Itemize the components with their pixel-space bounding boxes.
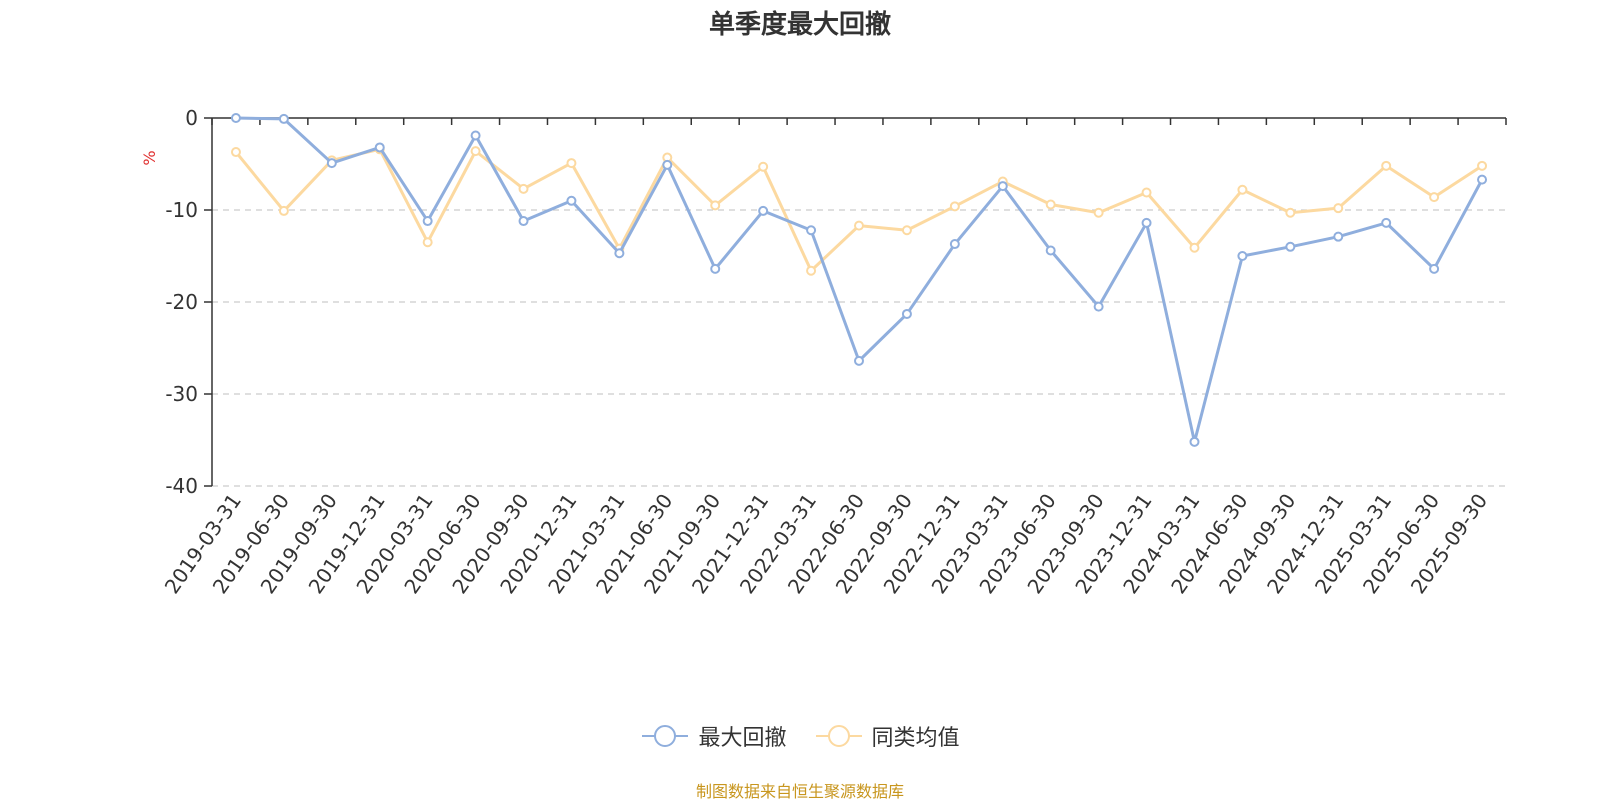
legend-item-max-drawdown[interactable]: 最大回撤 <box>640 720 787 752</box>
data-point <box>806 225 817 236</box>
legend-marker-peer-average <box>815 725 862 747</box>
y-axis-unit-label: % <box>140 150 159 165</box>
data-point <box>1093 301 1104 312</box>
data-point <box>1477 160 1488 171</box>
data-point <box>1045 199 1056 210</box>
data-point <box>1429 263 1440 274</box>
data-point <box>662 159 673 170</box>
legend: 最大回撤 同类均值 <box>0 720 1600 754</box>
data-point <box>1381 217 1392 228</box>
series-max-drawdown <box>230 113 1488 447</box>
series-peer-average <box>230 144 1488 276</box>
data-point <box>1141 217 1152 228</box>
data-point <box>1189 436 1200 447</box>
data-point <box>422 237 433 248</box>
data-point <box>518 183 529 194</box>
data-point <box>470 130 481 141</box>
legend-item-peer-average[interactable]: 同类均值 <box>814 720 960 752</box>
data-point <box>230 113 241 123</box>
data-point <box>1477 174 1488 185</box>
data-point <box>422 216 433 227</box>
data-point <box>566 195 577 206</box>
data-point <box>1429 192 1440 203</box>
data-point <box>374 142 385 153</box>
legend-label-max-drawdown: 最大回撤 <box>698 726 787 751</box>
data-point <box>518 216 529 227</box>
data-point <box>1333 203 1344 214</box>
data-point <box>1285 207 1296 218</box>
data-point <box>901 225 912 236</box>
data-point <box>1333 231 1344 242</box>
legend-label-peer-average: 同类均值 <box>871 726 960 751</box>
data-point <box>1237 184 1248 195</box>
data-point <box>758 161 769 172</box>
data-point <box>710 200 721 211</box>
data-point <box>1093 207 1104 218</box>
y-tick-label: -30 <box>165 382 198 406</box>
data-point <box>566 158 577 169</box>
series-line <box>235 116 1484 444</box>
data-point <box>901 308 912 319</box>
data-point <box>854 220 864 231</box>
data-point <box>230 147 241 158</box>
data-point <box>949 239 960 250</box>
data-point <box>1381 160 1392 171</box>
data-point <box>1285 241 1296 252</box>
data-point <box>1189 242 1200 253</box>
y-tick-label: -20 <box>165 290 198 314</box>
data-point <box>710 263 721 274</box>
data-point <box>806 265 817 276</box>
data-point <box>278 113 289 124</box>
data-point <box>949 201 960 212</box>
data-point <box>1141 187 1152 198</box>
data-point <box>1237 251 1248 261</box>
legend-marker-max-drawdown <box>642 725 689 747</box>
data-point <box>278 205 289 216</box>
data-point <box>997 181 1008 192</box>
data-point <box>470 146 481 157</box>
data-point <box>326 158 337 169</box>
y-tick-label: -10 <box>165 198 198 222</box>
data-point <box>758 205 769 216</box>
data-point <box>1045 245 1056 256</box>
line-chart: 0-10-20-30-40%2019-03-312019-06-302019-0… <box>140 106 1507 598</box>
data-point <box>854 355 864 366</box>
y-tick-label: 0 <box>185 106 198 130</box>
data-point <box>614 248 625 259</box>
y-tick-label: -40 <box>165 474 198 498</box>
chart-title: 单季度最大回撤 <box>708 10 891 40</box>
data-source-note: 制图数据来自恒生聚源数据库 <box>695 782 904 801</box>
